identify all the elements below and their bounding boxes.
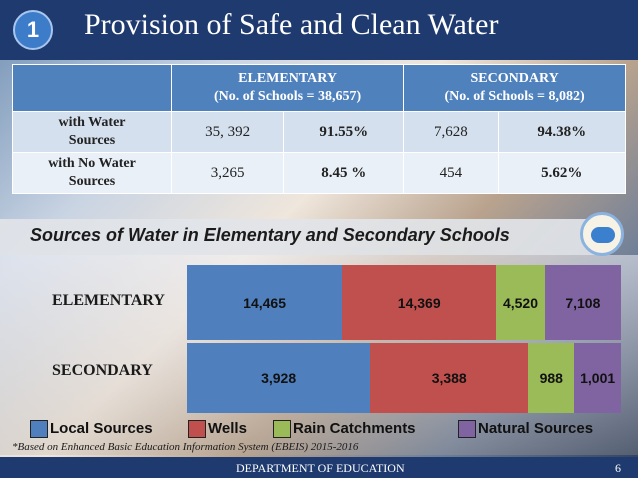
- data-label-secondary-rain: 988: [539, 370, 563, 386]
- footer-text: DEPARTMENT OF EDUCATION: [236, 461, 405, 475]
- legend-swatch-natural: [458, 420, 476, 438]
- bar-elementary-natural: [544, 265, 621, 340]
- row-label-line1: with No Water: [48, 156, 136, 171]
- elementary-header-count: (No. of Schools = 38,657): [213, 89, 362, 104]
- legend-label: Local Sources: [50, 420, 153, 437]
- data-label-secondary-natural: 1,001: [580, 370, 616, 386]
- legend-swatch-rain: [273, 420, 291, 438]
- page-number: 6: [615, 461, 621, 475]
- slide-title: Provision of Safe and Clean Water: [84, 8, 499, 41]
- bar-elementary-local: [187, 265, 343, 340]
- sec-pct-cell: 5.62%: [497, 152, 626, 194]
- legend-label: Wells: [208, 420, 247, 437]
- table-row: with No Water Sources 3,265 8.45 % 454 5…: [12, 152, 626, 194]
- legend-swatch-local: [30, 420, 48, 438]
- legend-swatch-wells: [188, 420, 206, 438]
- title-bar: [0, 0, 638, 60]
- table-row: with Water Sources 35, 392 91.55% 7,628 …: [12, 111, 626, 153]
- secondary-header: SECONDARY (No. of Schools = 8,082): [403, 64, 626, 112]
- bar-secondary-wells: [370, 343, 529, 413]
- row-label-line2: Sources: [68, 174, 116, 189]
- category-label-elementary: ELEMENTARY: [52, 292, 165, 309]
- sec-count-cell: 454: [403, 152, 499, 194]
- bar-secondary-local: [187, 343, 371, 413]
- footer-bar: [0, 457, 638, 478]
- sec-pct-cell: 94.38%: [497, 111, 626, 153]
- bar-elementary-wells: [342, 265, 497, 340]
- elem-count-cell: 3,265: [170, 152, 285, 194]
- data-label-secondary-wells: 3,388: [431, 370, 467, 386]
- bar-elementary-rain: [496, 265, 545, 340]
- elementary-header: ELEMENTARY (No. of Schools = 38,657): [170, 64, 405, 112]
- sec-count-cell: 7,628: [403, 111, 499, 153]
- data-label-elementary-natural: 7,108: [565, 294, 601, 311]
- legend-label: Natural Sources: [478, 420, 594, 437]
- table-corner-cell: [12, 64, 172, 112]
- row-label: with No Water Sources: [12, 152, 172, 194]
- bar-secondary-natural: [574, 343, 621, 413]
- elementary-header-title: ELEMENTARY: [238, 71, 337, 86]
- secondary-header-count: (No. of Schools = 8,082): [444, 89, 585, 104]
- table-header-row: ELEMENTARY (No. of Schools = 38,657) SEC…: [12, 64, 626, 112]
- category-label-secondary: SECONDARY: [52, 362, 153, 379]
- data-label-elementary-rain: 4,520: [502, 294, 539, 311]
- data-label-elementary-local: 14,465: [243, 294, 286, 311]
- water-stats-table: ELEMENTARY (No. of Schools = 38,657) SEC…: [12, 64, 626, 194]
- data-label-secondary-local: 3,928: [261, 370, 297, 386]
- row-label: with Water Sources: [12, 111, 172, 153]
- row-label-line1: with Water: [58, 115, 126, 130]
- data-label-elementary-wells: 14,369: [397, 294, 441, 311]
- secondary-header-title: SECONDARY: [470, 71, 559, 86]
- elem-pct-cell: 8.45 %: [283, 152, 405, 194]
- row-label-line2: Sources: [68, 133, 116, 148]
- water-drop-icon-inner: [591, 227, 615, 243]
- water-drop-icon: [580, 212, 624, 256]
- legend-label: Rain Catchments: [293, 420, 416, 437]
- elem-count-cell: 35, 392: [170, 111, 285, 153]
- slide-number-badge: 1: [13, 10, 53, 50]
- bar-secondary-rain: [528, 343, 575, 413]
- chart-title: Sources of Water in Elementary and Secon…: [30, 225, 510, 245]
- chart-title-band: [0, 219, 600, 255]
- source-footnote: *Based on Enhanced Basic Education Infor…: [12, 441, 359, 453]
- elem-pct-cell: 91.55%: [283, 111, 405, 153]
